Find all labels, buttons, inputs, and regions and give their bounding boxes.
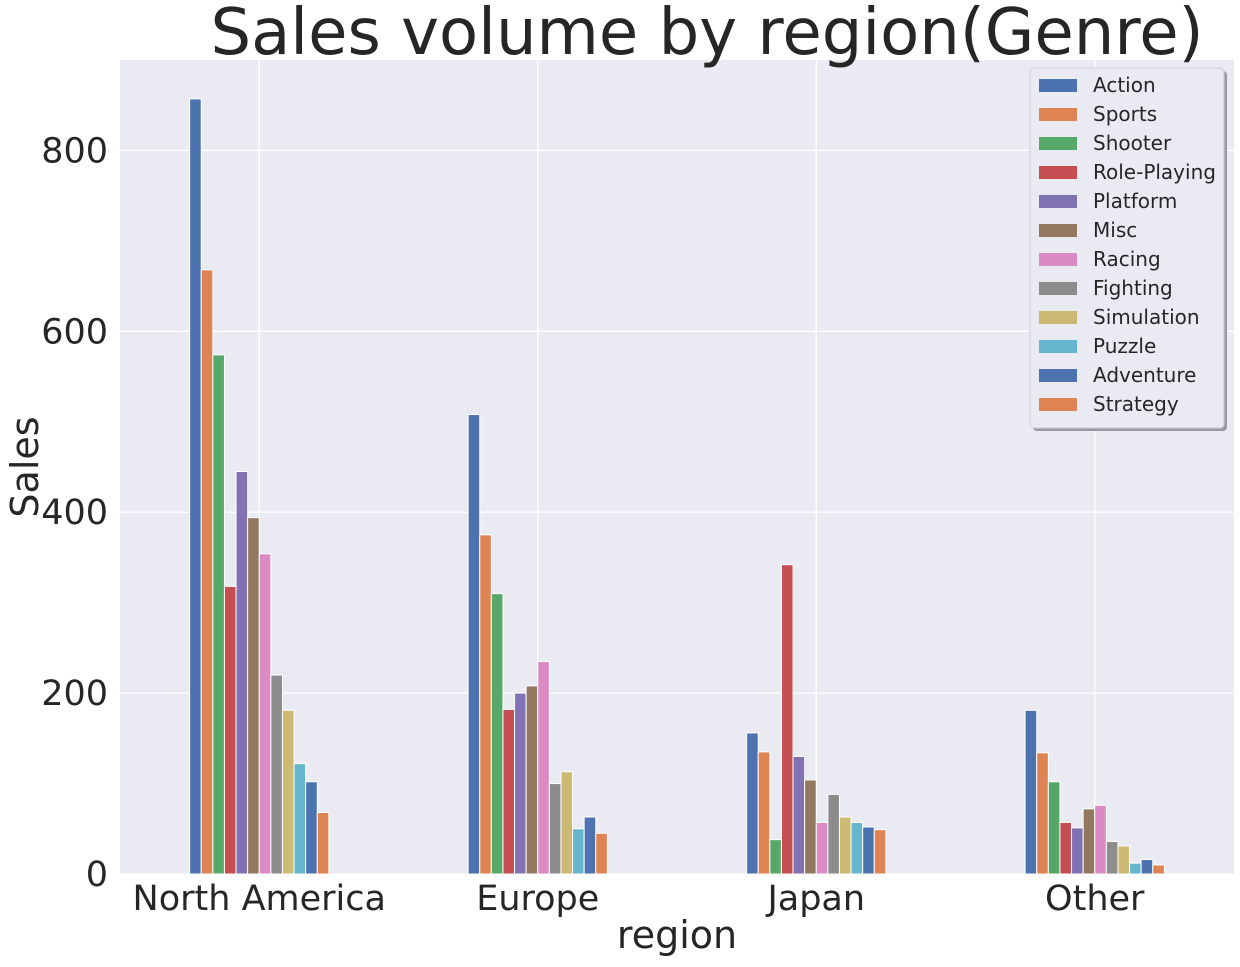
bar-strategy: [1152, 864, 1165, 875]
legend-swatch: [1039, 224, 1077, 237]
legend-swatch: [1039, 108, 1077, 121]
bar-strategy: [873, 829, 887, 875]
y-tick-label: 0: [86, 855, 108, 895]
bar-sports: [757, 751, 771, 875]
y-tick-label: 200: [41, 674, 108, 714]
bar-role-playing: [502, 708, 516, 875]
bar-racing: [815, 821, 829, 875]
y-tick-label: 600: [41, 312, 108, 352]
bar-shooter: [1047, 781, 1061, 875]
bar-simulation: [560, 771, 574, 875]
legend-label: Sports: [1093, 102, 1157, 126]
bars: [189, 98, 1165, 875]
legend-swatch: [1039, 166, 1077, 179]
bar-adventure: [583, 816, 597, 875]
bar-action: [189, 98, 202, 875]
bar-racing: [258, 553, 272, 875]
legend-label: Action: [1093, 73, 1156, 97]
bar-shooter: [490, 593, 504, 875]
bar-puzzle: [1129, 862, 1142, 875]
x-tick-label: Europe: [476, 879, 599, 919]
bar-platform: [792, 755, 806, 875]
bar-fighting: [270, 674, 283, 875]
bar-racing: [537, 660, 550, 875]
legend-swatch: [1039, 195, 1077, 208]
x-tick-label: North America: [133, 879, 386, 919]
bar-simulation: [1117, 845, 1131, 875]
bar-platform: [514, 692, 527, 875]
bar-sports: [479, 534, 492, 875]
legend-label: Strategy: [1093, 392, 1179, 416]
bar-role-playing: [1059, 821, 1073, 875]
bar-racing: [1094, 804, 1107, 875]
legend-label: Role-Playing: [1093, 160, 1216, 184]
legend-swatch: [1039, 398, 1077, 411]
legend-label: Racing: [1093, 247, 1161, 271]
legend-label: Puzzle: [1093, 334, 1156, 358]
legend-label: Fighting: [1093, 276, 1173, 300]
bar-puzzle: [572, 828, 585, 875]
bar-strategy: [595, 832, 608, 875]
bar-action: [467, 414, 481, 875]
bar-misc: [1082, 808, 1096, 875]
bar-puzzle: [850, 821, 864, 875]
bar-adventure: [305, 781, 318, 875]
legend-swatch: [1039, 311, 1077, 324]
bar-shooter: [212, 354, 225, 875]
bar-fighting: [827, 793, 840, 875]
legend-swatch: [1039, 369, 1077, 382]
bar-platform: [235, 471, 249, 875]
bar-fighting: [1105, 840, 1119, 875]
bar-adventure: [1140, 859, 1154, 875]
bar-sports: [200, 269, 214, 875]
legend-label: Platform: [1093, 189, 1177, 213]
legend-swatch: [1039, 79, 1077, 92]
bar-fighting: [548, 783, 562, 875]
legend-swatch: [1039, 282, 1077, 295]
chart-title: Sales volume by region(Genre): [210, 0, 1203, 70]
legend-label: Adventure: [1093, 363, 1196, 387]
bar-simulation: [281, 709, 295, 875]
legend-swatch: [1039, 253, 1077, 266]
bar-puzzle: [293, 763, 307, 875]
legend-label: Misc: [1093, 218, 1137, 242]
x-axis-label: region: [617, 913, 737, 957]
legend: Action Sports Shooter Role-Playing Platform M…: [1029, 67, 1227, 431]
legend-label: Simulation: [1093, 305, 1200, 329]
bar-adventure: [862, 826, 875, 875]
x-tick-label: Other: [1045, 879, 1145, 919]
bar-role-playing: [223, 585, 237, 875]
legend-swatch: [1039, 137, 1077, 150]
bar-sports: [1036, 752, 1049, 875]
y-tick-label: 800: [41, 131, 108, 171]
bar-misc: [525, 685, 539, 875]
bar-misc: [247, 517, 260, 875]
bar-platform: [1071, 827, 1084, 875]
x-tick-label: Japan: [765, 879, 865, 919]
bar-action: [1024, 709, 1038, 875]
bar-role-playing: [780, 564, 794, 875]
y-axis-label: Sales: [3, 416, 47, 517]
axis-ticks: 0 200 400 600 800 North America Europe Japan Oth…: [41, 131, 1145, 919]
bar-shooter: [769, 839, 782, 875]
legend-label: Shooter: [1093, 131, 1172, 155]
bar-strategy: [316, 811, 330, 875]
legend-frame: [1029, 67, 1225, 429]
bar-misc: [804, 779, 817, 875]
legend-swatch: [1039, 340, 1077, 353]
bar-simulation: [838, 816, 852, 875]
y-tick-label: 400: [41, 493, 108, 533]
bar-action: [746, 732, 759, 875]
